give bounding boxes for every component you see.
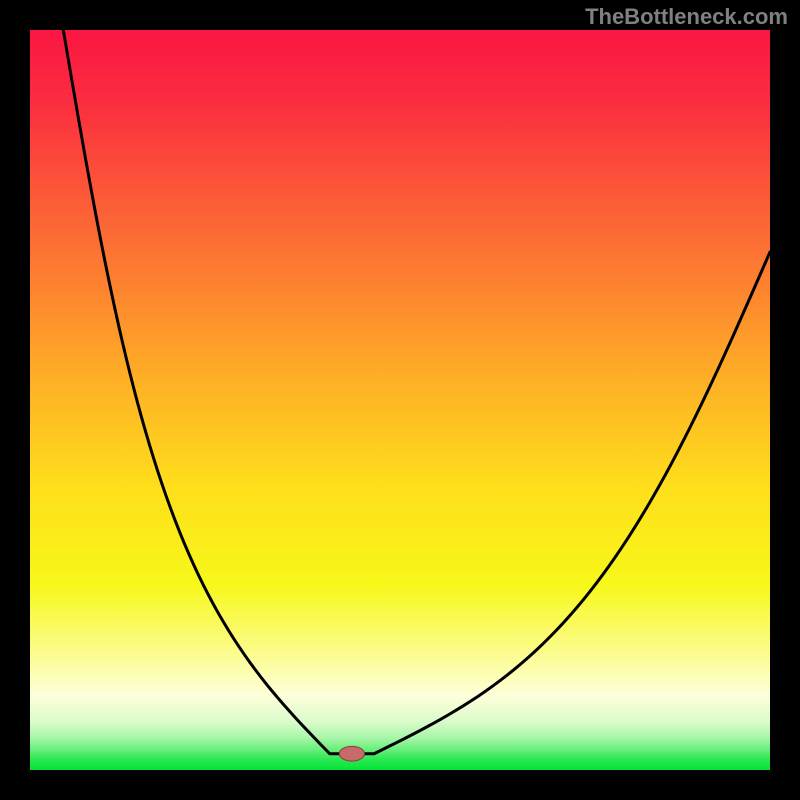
optimal-point-marker xyxy=(339,746,364,761)
gradient-fill xyxy=(30,30,770,770)
watermark-text: TheBottleneck.com xyxy=(585,4,788,30)
plot-background xyxy=(30,30,770,770)
chart-svg xyxy=(30,30,770,770)
